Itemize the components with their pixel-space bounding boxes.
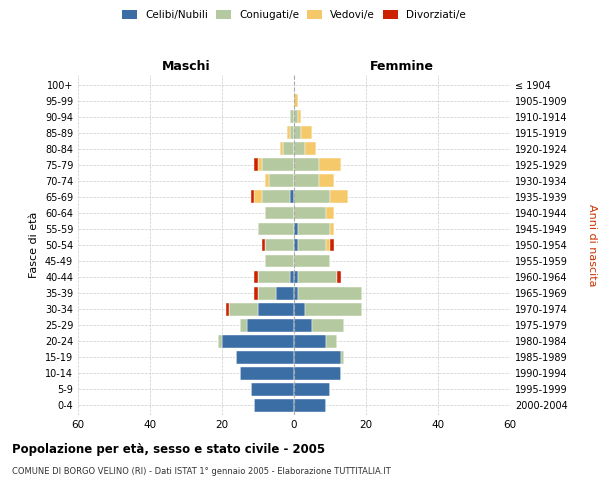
Bar [251, 383, 294, 396]
Bar [330, 222, 334, 235]
Bar [294, 110, 298, 123]
Bar [280, 142, 283, 155]
Bar [294, 238, 298, 252]
Bar [254, 270, 258, 283]
Bar [341, 351, 344, 364]
Bar [298, 222, 330, 235]
Bar [298, 238, 326, 252]
Text: COMUNE DI BORGO VELINO (RI) - Dati ISTAT 1° gennaio 2005 - Elaborazione TUTTITAL: COMUNE DI BORGO VELINO (RI) - Dati ISTAT… [12, 468, 391, 476]
Bar [290, 110, 294, 123]
Bar [269, 174, 294, 188]
Bar [298, 270, 337, 283]
Bar [258, 302, 294, 316]
Bar [262, 190, 290, 203]
Bar [294, 190, 330, 203]
Bar [218, 335, 222, 347]
Bar [294, 270, 298, 283]
Bar [290, 126, 294, 139]
Bar [294, 222, 298, 235]
Text: Femmine: Femmine [370, 60, 434, 74]
Y-axis label: Fasce di età: Fasce di età [29, 212, 39, 278]
Bar [294, 94, 298, 107]
Bar [326, 206, 334, 220]
Bar [326, 335, 337, 347]
Bar [258, 222, 294, 235]
Bar [294, 206, 326, 220]
Bar [287, 126, 290, 139]
Y-axis label: Anni di nascita: Anni di nascita [587, 204, 597, 286]
Bar [258, 270, 290, 283]
Bar [262, 158, 294, 171]
Bar [294, 399, 326, 412]
Bar [337, 270, 341, 283]
Bar [305, 302, 362, 316]
Bar [305, 142, 316, 155]
Bar [294, 367, 341, 380]
Bar [294, 254, 330, 268]
Bar [294, 383, 330, 396]
Bar [265, 206, 294, 220]
Bar [294, 286, 298, 300]
Bar [240, 319, 247, 332]
Text: Popolazione per età, sesso e stato civile - 2005: Popolazione per età, sesso e stato civil… [12, 442, 325, 456]
Bar [254, 399, 294, 412]
Bar [254, 286, 258, 300]
Bar [294, 302, 305, 316]
Bar [294, 142, 305, 155]
Text: Maschi: Maschi [161, 60, 211, 74]
Bar [294, 126, 301, 139]
Bar [240, 367, 294, 380]
Bar [265, 174, 269, 188]
Bar [229, 302, 258, 316]
Bar [262, 238, 265, 252]
Bar [276, 286, 294, 300]
Bar [251, 190, 254, 203]
Bar [294, 351, 341, 364]
Bar [254, 158, 258, 171]
Bar [294, 319, 312, 332]
Bar [236, 351, 294, 364]
Bar [294, 158, 319, 171]
Bar [247, 319, 294, 332]
Bar [254, 190, 262, 203]
Bar [265, 254, 294, 268]
Bar [290, 270, 294, 283]
Bar [312, 319, 344, 332]
Bar [258, 286, 276, 300]
Bar [326, 238, 330, 252]
Bar [298, 286, 362, 300]
Bar [330, 238, 334, 252]
Bar [222, 335, 294, 347]
Bar [319, 158, 341, 171]
Bar [290, 190, 294, 203]
Bar [294, 174, 319, 188]
Bar [301, 126, 312, 139]
Bar [319, 174, 334, 188]
Bar [258, 158, 262, 171]
Bar [294, 335, 326, 347]
Legend: Celibi/Nubili, Coniugati/e, Vedovi/e, Divorziati/e: Celibi/Nubili, Coniugati/e, Vedovi/e, Di… [120, 8, 468, 22]
Bar [265, 238, 294, 252]
Bar [298, 110, 301, 123]
Bar [330, 190, 348, 203]
Bar [226, 302, 229, 316]
Bar [283, 142, 294, 155]
